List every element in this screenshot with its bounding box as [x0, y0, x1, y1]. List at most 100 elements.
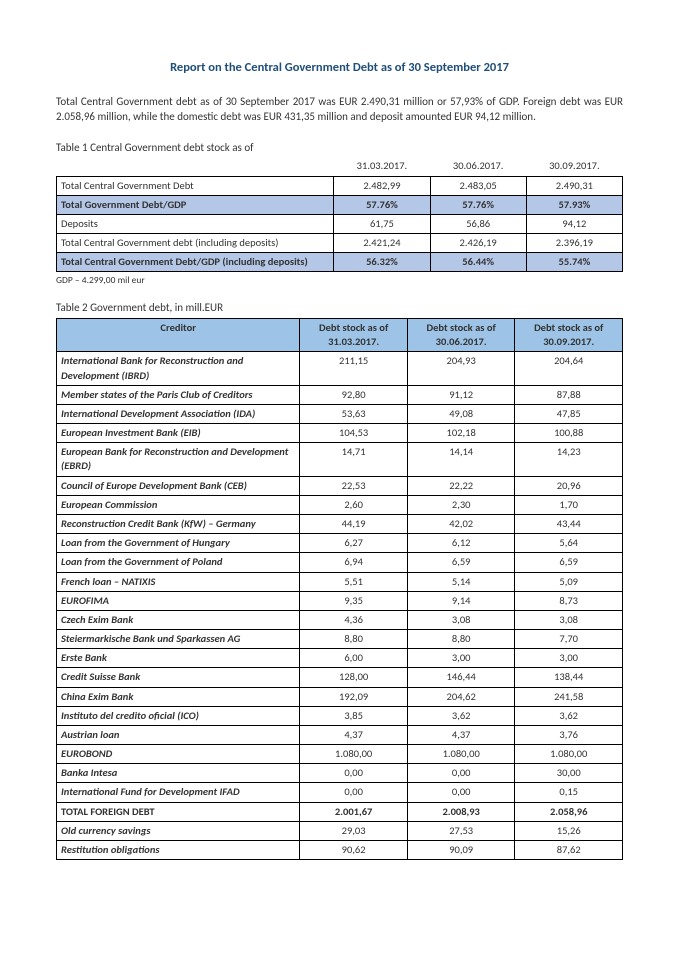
table2-row-label: European Bank for Reconstruction and Dev… — [57, 443, 300, 476]
table1-note: GDP – 4.299,00 mil eur — [56, 274, 623, 287]
table2-cell: 6,00 — [300, 649, 408, 668]
table2-cell: 211,15 — [300, 352, 408, 385]
table1-cell: 2.426,19 — [430, 234, 526, 253]
table2-cell: 204,62 — [407, 687, 515, 706]
table1-cell: 2.482,99 — [334, 176, 430, 195]
table2-cell: 43,44 — [515, 514, 623, 533]
table2-row-label: Banka Intesa — [57, 764, 300, 783]
table2-row-label: International Bank for Reconstruction an… — [57, 352, 300, 385]
table2-cell: 2.001,67 — [300, 802, 408, 821]
table2-cell: 91,12 — [407, 385, 515, 404]
table2-cell: 92,80 — [300, 385, 408, 404]
table2-cell: 8,80 — [407, 630, 515, 649]
table2-cell: 3,76 — [515, 725, 623, 744]
table1-cell: 2.396,19 — [526, 234, 622, 253]
table2-cell: 14,23 — [515, 443, 623, 476]
table2-cell: 15,26 — [515, 821, 623, 840]
table2-cell: 0,00 — [300, 764, 408, 783]
table2-cell: 8,80 — [300, 630, 408, 649]
table2-cell: 42,02 — [407, 514, 515, 533]
table2-cell: 146,44 — [407, 668, 515, 687]
table2-cell: 241,58 — [515, 687, 623, 706]
table1: 31.03.2017.30.06.2017.30.09.2017. Total C… — [56, 157, 623, 272]
table2-cell: 5,51 — [300, 572, 408, 591]
table2-cell: 6,12 — [407, 534, 515, 553]
table2-cell: 0,00 — [407, 783, 515, 802]
table2-cell: 9,14 — [407, 591, 515, 610]
table2-cell: 22,53 — [300, 476, 408, 495]
table2-row-label: Loan from the Government of Hungary — [57, 534, 300, 553]
table2-cell: 3,00 — [407, 649, 515, 668]
table2-cell: 14,71 — [300, 443, 408, 476]
table2-cell: 204,93 — [407, 352, 515, 385]
table2-header-3: Debt stock as of 30.09.2017. — [515, 319, 623, 352]
table1-cell: 56.44% — [430, 253, 526, 272]
table2-cell: 3,08 — [515, 610, 623, 629]
table2-cell: 49,08 — [407, 404, 515, 423]
table1-cell: 94,12 — [526, 214, 622, 233]
table1-cell: 57.76% — [430, 195, 526, 214]
table2-cell: 5,09 — [515, 572, 623, 591]
table2-header-1: Debt stock as of 31.03.2017. — [300, 319, 408, 352]
table2-cell: 47,85 — [515, 404, 623, 423]
table2-row-label: Restitution obligations — [57, 840, 300, 859]
table2-cell: 1.080,00 — [407, 745, 515, 764]
table2-cell: 8,73 — [515, 591, 623, 610]
table2-cell: 2.008,93 — [407, 802, 515, 821]
table2-cell: 1.080,00 — [300, 745, 408, 764]
table2-row-label: Steiermarkische Bank und Sparkassen AG — [57, 630, 300, 649]
table2-row-label: Old currency savings — [57, 821, 300, 840]
table2-row-label: EUROFIMA — [57, 591, 300, 610]
table2-cell: 30,00 — [515, 764, 623, 783]
table2-row-label: Member states of the Paris Club of Credi… — [57, 385, 300, 404]
table2-cell: 22,22 — [407, 476, 515, 495]
table2-cell: 3,85 — [300, 706, 408, 725]
table1-row-label: Total Central Government Debt — [57, 176, 334, 195]
table2-cell: 90,09 — [407, 840, 515, 859]
table2-cell: 3,62 — [515, 706, 623, 725]
table2-row-label: EUROBOND — [57, 745, 300, 764]
table2-cell: 6,94 — [300, 553, 408, 572]
table1-date-0: 31.03.2017. — [334, 157, 430, 176]
table2-cell: 87,88 — [515, 385, 623, 404]
report-title: Report on the Central Government Debt as… — [56, 60, 623, 77]
table2-cell: 7,70 — [515, 630, 623, 649]
table2-cell: 9,35 — [300, 591, 408, 610]
table2-row-label: Erste Bank — [57, 649, 300, 668]
table2-cell: 138,44 — [515, 668, 623, 687]
table2-cell: 3,00 — [515, 649, 623, 668]
document-page: Report on the Central Government Debt as… — [0, 0, 679, 960]
table2-row-label: French loan – NATIXIS — [57, 572, 300, 591]
table2-cell: 5,64 — [515, 534, 623, 553]
table2-cell: 104,53 — [300, 424, 408, 443]
table2-row-label: Reconstruction Credit Bank (KfW) – Germa… — [57, 514, 300, 533]
table2-row-label: China Exim Bank — [57, 687, 300, 706]
table1-cell: 2.421,24 — [334, 234, 430, 253]
table2-cell: 2,30 — [407, 495, 515, 514]
table2-cell: 6,59 — [407, 553, 515, 572]
table1-date-2: 30.09.2017. — [526, 157, 622, 176]
table2-cell: 102,18 — [407, 424, 515, 443]
table1-date-1: 30.06.2017. — [430, 157, 526, 176]
table2-row-label: International Fund for Development IFAD — [57, 783, 300, 802]
table2-header-2: Debt stock as of 30.06.2017. — [407, 319, 515, 352]
table2-row-label: Council of Europe Development Bank (CEB) — [57, 476, 300, 495]
table2-row-label: Instituto del credito oficial (ICO) — [57, 706, 300, 725]
table2-cell: 2.058,96 — [515, 802, 623, 821]
table2-cell: 53,63 — [300, 404, 408, 423]
table1-row-label: Total Central Government Debt/GDP (inclu… — [57, 253, 334, 272]
table1-row-label: Total Central Government debt (including… — [57, 234, 334, 253]
table2-row-label: International Development Association (I… — [57, 404, 300, 423]
table1-cell: 56,86 — [430, 214, 526, 233]
table2-cell: 90,62 — [300, 840, 408, 859]
table2-header-0: Creditor — [57, 319, 300, 352]
table2-cell: 6,59 — [515, 553, 623, 572]
table1-cell: 57.76% — [334, 195, 430, 214]
table2-cell: 2,60 — [300, 495, 408, 514]
table2-cell: 29,03 — [300, 821, 408, 840]
table2-row-label: TOTAL FOREIGN DEBT — [57, 802, 300, 821]
table1-cell: 61,75 — [334, 214, 430, 233]
table2-cell: 3,08 — [407, 610, 515, 629]
table2-cell: 4,37 — [407, 725, 515, 744]
table2-cell: 204,64 — [515, 352, 623, 385]
